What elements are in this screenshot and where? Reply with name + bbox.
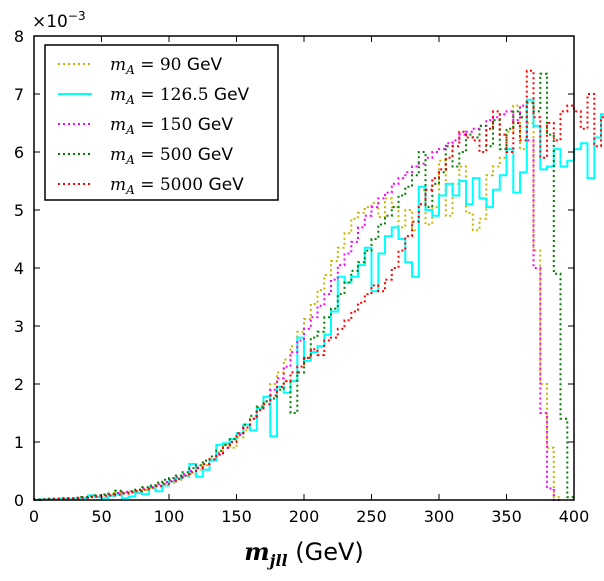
y-tick-label: 7 [14, 85, 24, 104]
legend-entry-mA126.5: mA = 126.5 GeV [58, 85, 250, 107]
legend: mA = 90 GeV mA = 126.5 GeV mA = 150 GeV mA … [44, 44, 279, 201]
x-tick-label: 200 [289, 507, 320, 526]
x-tick-label: 350 [491, 507, 522, 526]
x-tick-label: 400 [559, 507, 590, 526]
x-tick-label: 100 [154, 507, 185, 526]
x-tick-label: 250 [356, 507, 387, 526]
legend-entry-mA5000: mA = 5000 GeV [58, 175, 244, 197]
legend-entry-mA90: mA = 90 GeV [58, 55, 223, 77]
y-tick-label: 6 [14, 143, 24, 162]
x-tick-label: 300 [424, 507, 455, 526]
x-tick-label: 150 [221, 507, 252, 526]
series-mA150 [33, 104, 561, 501]
offset-label: ×10−3 [32, 9, 86, 32]
y-tick-label: 8 [14, 27, 24, 46]
legend-label: mA = 150 GeV [110, 115, 233, 137]
y-tick-label: 2 [14, 375, 24, 394]
legend-label: mA = 126.5 GeV [110, 85, 250, 107]
y-tick-label: 0 [14, 491, 24, 510]
y-tick-label: 4 [14, 259, 24, 278]
legend-box [44, 44, 279, 201]
legend-entry-mA500: mA = 500 GeV [58, 145, 233, 167]
y-tick-label: 3 [14, 317, 24, 336]
y-tick-label: 5 [14, 201, 24, 220]
series-mA5000 [34, 69, 604, 501]
series-layer [33, 69, 604, 501]
legend-label: mA = 5000 GeV [110, 175, 244, 197]
x-tick-label: 0 [29, 507, 39, 526]
x-axis-title: mjll (GeV) [244, 537, 364, 570]
series-mA126.5 [34, 98, 604, 501]
x-tick-label: 50 [91, 507, 111, 526]
legend-label: mA = 90 GeV [110, 55, 223, 77]
legend-entries: mA = 90 GeV mA = 126.5 GeV mA = 150 GeV mA … [58, 55, 250, 197]
series-mA500 [33, 72, 575, 501]
tick-layer: 0 50 100 150 200 250 300 350 400 0 1 2 3 4 5 6 7 8 [14, 27, 589, 526]
legend-label: mA = 500 GeV [110, 145, 233, 167]
y-tick-label: 1 [14, 433, 24, 452]
legend-entry-mA150: mA = 150 GeV [58, 115, 233, 137]
